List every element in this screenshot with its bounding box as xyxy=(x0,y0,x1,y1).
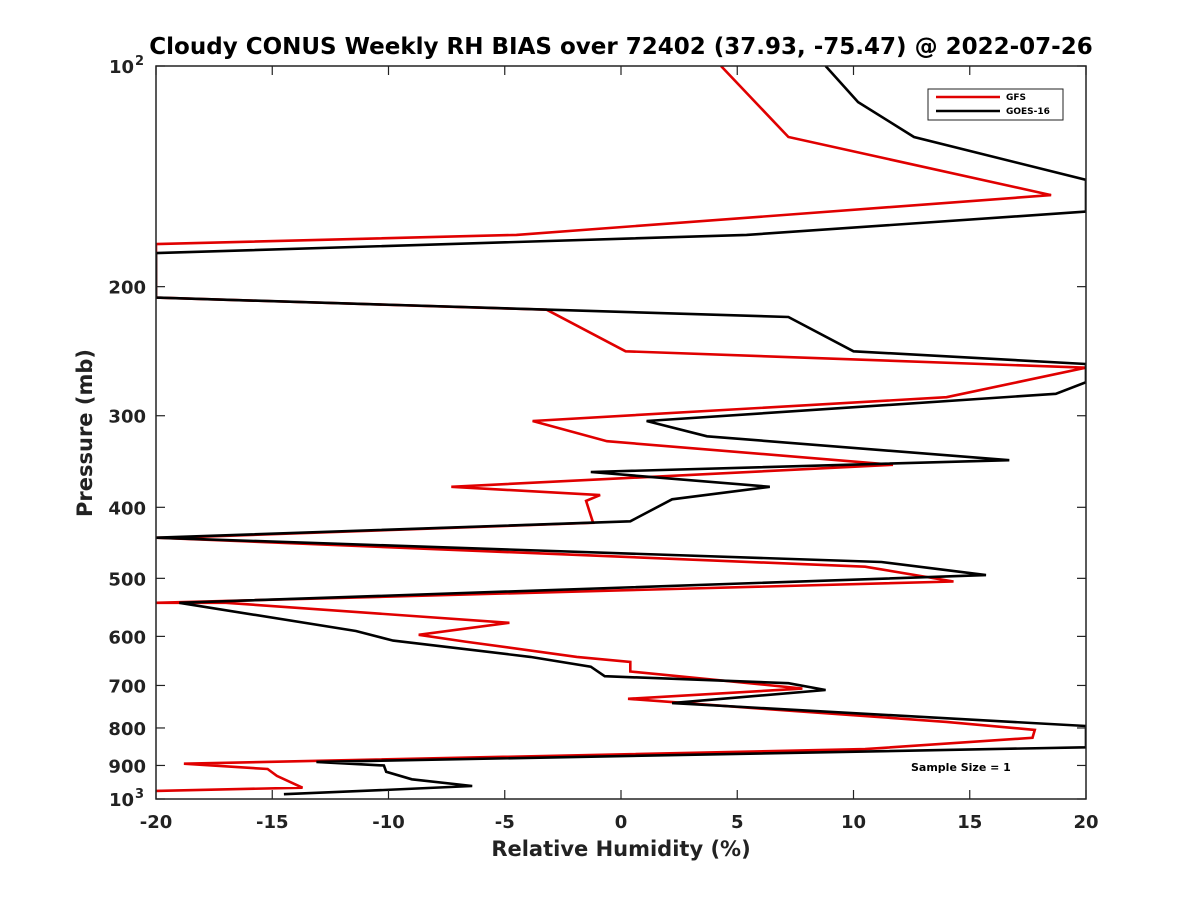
y-tick-label: 10 xyxy=(109,790,134,811)
y-tick-label: 300 xyxy=(108,407,146,428)
series-layer xyxy=(156,66,1086,796)
x-axis-label: Relative Humidity (%) xyxy=(491,837,750,861)
series-line-goes-16 xyxy=(156,66,1086,796)
x-tick-label: 15 xyxy=(957,812,982,833)
x-tick-label: 20 xyxy=(1073,812,1098,833)
y-tick-label: 10 xyxy=(109,57,134,78)
x-tick-label: -20 xyxy=(140,812,173,833)
sample-size-annotation: Sample Size = 1 xyxy=(911,761,1011,774)
legend-box xyxy=(927,88,1064,121)
y-axis-label: Pressure (mb) xyxy=(73,349,97,517)
y-tick-label: 600 xyxy=(108,627,146,648)
y-tick-label: 700 xyxy=(108,676,146,697)
chart-title: Cloudy CONUS Weekly RH BIAS over 72402 (… xyxy=(149,34,1092,60)
y-tick-label-exponent: 3 xyxy=(135,787,144,802)
x-tick-label: 10 xyxy=(841,812,866,833)
series-line-gfs xyxy=(156,66,1086,793)
legend: GFS GOES-16 xyxy=(927,88,1064,121)
x-axis-ticks: -20 -15 -10 -5 0 5 10 15 20 xyxy=(140,66,1099,833)
y-tick-label: 400 xyxy=(108,498,146,519)
y-tick-label: 200 xyxy=(108,278,146,299)
x-tick-label: -5 xyxy=(495,812,515,833)
y-tick-label-exponent: 2 xyxy=(135,54,144,69)
x-tick-label: -15 xyxy=(256,812,289,833)
x-tick-label: 5 xyxy=(731,812,744,833)
plot-frame xyxy=(155,65,1087,800)
x-tick-label: 0 xyxy=(615,812,628,833)
y-tick-label: 500 xyxy=(108,569,146,590)
y-tick-label: 800 xyxy=(108,719,146,740)
legend-label-gfs: GFS xyxy=(1006,93,1026,103)
x-tick-label: -10 xyxy=(372,812,405,833)
y-tick-label: 900 xyxy=(108,756,146,777)
legend-label-goes16: GOES-16 xyxy=(1006,107,1050,117)
